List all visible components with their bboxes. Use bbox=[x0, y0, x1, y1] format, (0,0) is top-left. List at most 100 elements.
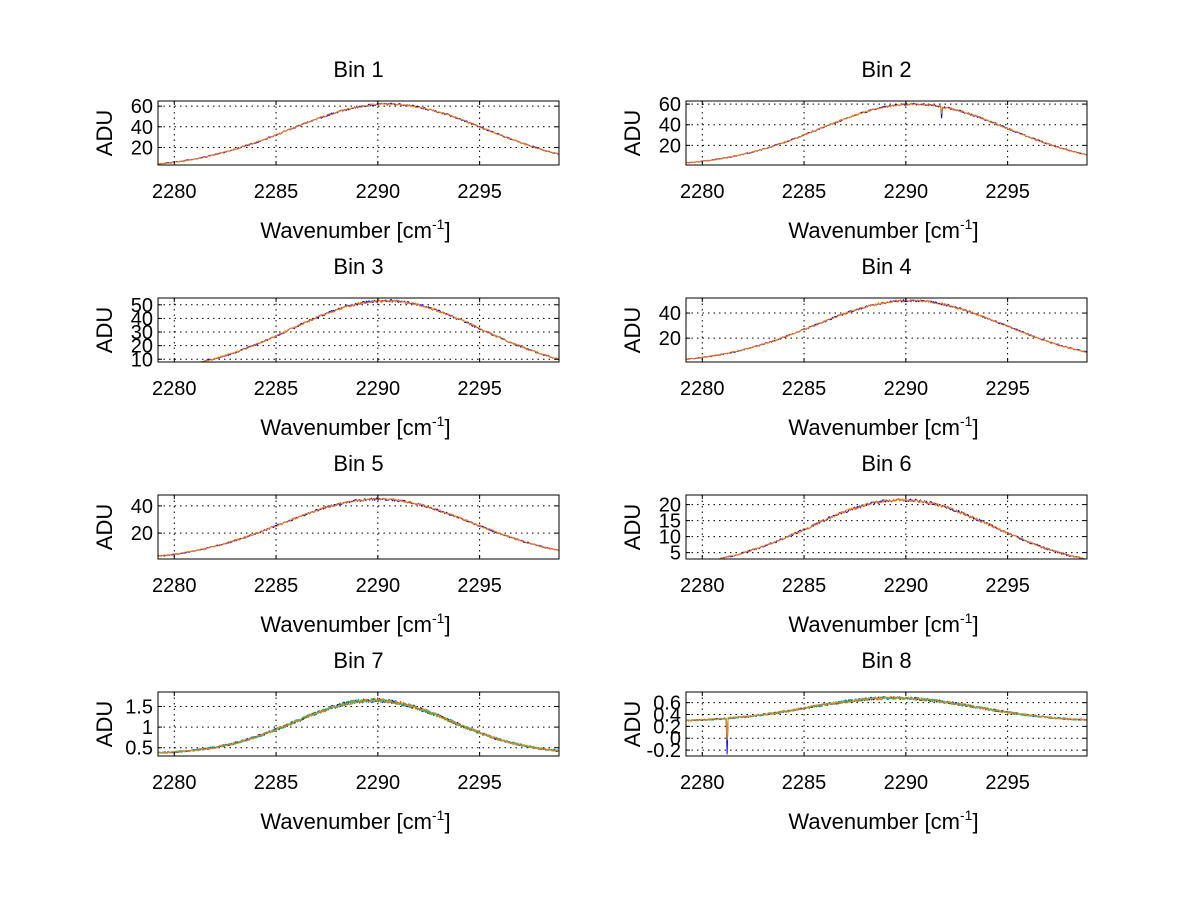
y-tick-label: 50 bbox=[131, 295, 153, 317]
x-tick-label: 2295 bbox=[985, 575, 1030, 597]
y-tick-label: 20 bbox=[131, 336, 153, 358]
axes-frame bbox=[157, 100, 560, 166]
series-line-1 bbox=[686, 299, 1087, 361]
y-tick-label: 40 bbox=[131, 496, 153, 518]
y-axis-label: ADU bbox=[620, 701, 645, 747]
x-tick-label: 2285 bbox=[782, 378, 827, 400]
subplot-bin-4: 2280 2285 2290 2295 20 40 Bin 4 Wavenumber [cm-… bbox=[620, 254, 1088, 440]
subplot-title: Bin 1 bbox=[333, 57, 383, 82]
series-line-1 bbox=[158, 102, 559, 165]
x-tick-label: 2290 bbox=[884, 575, 929, 597]
x-tick-label: 2280 bbox=[152, 378, 197, 400]
axes-frame bbox=[157, 494, 560, 560]
y-tick-label: 0.5 bbox=[125, 738, 153, 760]
axes-frame bbox=[157, 691, 560, 757]
axes-frame bbox=[685, 100, 1088, 166]
y-tick-label: 0.6 bbox=[653, 693, 681, 715]
x-tick-label: 2280 bbox=[680, 378, 725, 400]
x-axis-label: Wavenumber [cm-1] bbox=[788, 610, 978, 637]
y-tick-label: 60 bbox=[131, 96, 153, 118]
x-tick-label: 2280 bbox=[152, 181, 197, 203]
x-tick-label: 2290 bbox=[356, 575, 401, 597]
series-line-1 bbox=[197, 299, 559, 362]
x-tick-label: 2295 bbox=[985, 378, 1030, 400]
x-tick-label: 2285 bbox=[254, 378, 299, 400]
series-line-3 bbox=[158, 698, 559, 754]
y-tick-label: 40 bbox=[659, 303, 681, 325]
y-tick-label: 5 bbox=[670, 543, 681, 565]
subplot-title: Bin 4 bbox=[861, 254, 911, 279]
x-axis-label: Wavenumber [cm-1] bbox=[788, 807, 978, 834]
series-line-2 bbox=[158, 497, 559, 557]
series-line-2 bbox=[158, 102, 559, 165]
y-tick-label: 10 bbox=[659, 527, 681, 549]
axes-frame bbox=[685, 691, 1088, 757]
x-tick-label: 2295 bbox=[457, 181, 502, 203]
y-tick-label: 20 bbox=[659, 495, 681, 517]
x-tick-label: 2295 bbox=[457, 772, 502, 794]
series-line-1 bbox=[686, 102, 1087, 164]
x-axis-label: Wavenumber [cm-1] bbox=[788, 413, 978, 440]
x-axis-label: Wavenumber [cm-1] bbox=[260, 610, 450, 637]
y-tick-label: 0.4 bbox=[653, 705, 681, 727]
axes-frame bbox=[157, 297, 560, 363]
series-line-3 bbox=[686, 696, 1087, 741]
y-tick-label: 0.2 bbox=[653, 716, 681, 738]
subplot-title: Bin 8 bbox=[861, 648, 911, 673]
x-tick-label: 2290 bbox=[884, 181, 929, 203]
y-tick-label: 1 bbox=[142, 717, 153, 739]
x-tick-label: 2280 bbox=[680, 181, 725, 203]
y-tick-label: 20 bbox=[659, 328, 681, 350]
y-tick-label: 40 bbox=[131, 308, 153, 330]
series-line-2 bbox=[714, 497, 1087, 559]
subplot-bin-8: 2280 2285 2290 2295 -0.200.20.40.6 Bin 8 Waven… bbox=[620, 648, 1088, 834]
series-line-4 bbox=[686, 696, 1087, 740]
series-line-2 bbox=[686, 696, 1087, 741]
y-tick-label: 60 bbox=[659, 94, 681, 116]
subplot-title: Bin 7 bbox=[333, 648, 383, 673]
x-axis-label: Wavenumber [cm-1] bbox=[788, 216, 978, 243]
x-tick-label: 2280 bbox=[680, 575, 725, 597]
y-tick-label: 20 bbox=[131, 137, 153, 159]
y-tick-label: 20 bbox=[659, 135, 681, 157]
x-axis-label: Wavenumber [cm-1] bbox=[260, 807, 450, 834]
x-tick-label: 2290 bbox=[356, 378, 401, 400]
y-tick-label: 20 bbox=[131, 523, 153, 545]
series-line-2 bbox=[158, 698, 559, 754]
x-tick-label: 2285 bbox=[782, 575, 827, 597]
y-tick-label: 40 bbox=[131, 117, 153, 139]
x-tick-label: 2295 bbox=[457, 575, 502, 597]
series-line-2 bbox=[686, 102, 1087, 164]
series-line-2 bbox=[196, 299, 559, 362]
x-tick-label: 2285 bbox=[782, 772, 827, 794]
x-tick-label: 2280 bbox=[680, 772, 725, 794]
series-line-4 bbox=[158, 697, 559, 754]
subplot-bin-5: 2280 2285 2290 2295 20 40 Bin 5 Wavenumber [cm-… bbox=[92, 451, 560, 637]
axes-frame bbox=[685, 494, 1088, 560]
x-tick-label: 2295 bbox=[985, 181, 1030, 203]
x-tick-label: 2290 bbox=[884, 378, 929, 400]
y-axis-label: ADU bbox=[92, 504, 117, 550]
series-line-1 bbox=[158, 497, 559, 558]
subplot-title: Bin 5 bbox=[333, 451, 383, 476]
subplot-title: Bin 2 bbox=[861, 57, 911, 82]
series-line-1 bbox=[718, 498, 1087, 559]
x-tick-label: 2285 bbox=[782, 181, 827, 203]
y-axis-label: ADU bbox=[92, 110, 117, 156]
x-tick-label: 2290 bbox=[884, 772, 929, 794]
y-tick-label: 1.5 bbox=[125, 696, 153, 718]
subplot-bin-7: 2280 2285 2290 2295 0.511.5 Bin 7 Wavenumber [… bbox=[92, 648, 560, 834]
x-tick-label: 2290 bbox=[356, 772, 401, 794]
y-tick-label: 15 bbox=[659, 511, 681, 533]
axes-frame bbox=[685, 297, 1088, 363]
x-axis-label: Wavenumber [cm-1] bbox=[260, 216, 450, 243]
x-tick-label: 2280 bbox=[152, 772, 197, 794]
y-axis-label: ADU bbox=[620, 504, 645, 550]
y-tick-label: 40 bbox=[659, 115, 681, 137]
x-tick-label: 2295 bbox=[457, 378, 502, 400]
